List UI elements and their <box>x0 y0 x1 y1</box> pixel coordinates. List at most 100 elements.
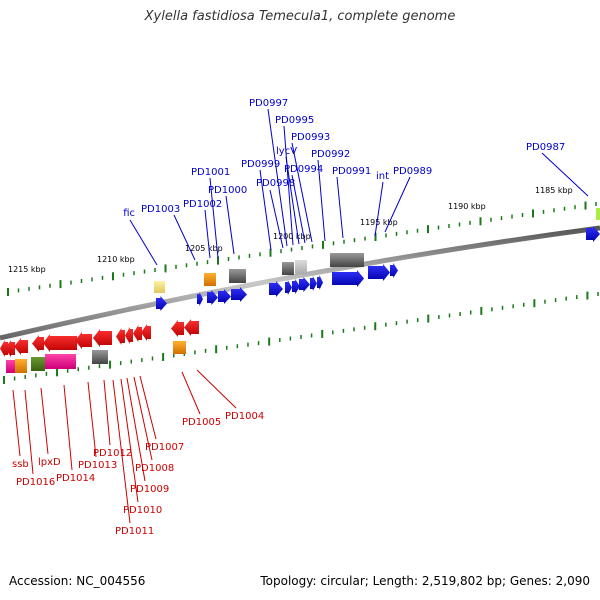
reverse-leader-line <box>63 384 73 471</box>
gene-block-orange <box>15 359 27 373</box>
gene-block-gray <box>229 269 246 283</box>
forward-leader-line <box>269 189 284 249</box>
forward-leader-line <box>259 169 272 251</box>
genome-backbone <box>0 225 600 341</box>
scale-label: 1195 kbp <box>360 218 398 227</box>
forward-gene-label: PD1000 <box>208 185 247 196</box>
forward-gene-label: PD0993 <box>291 132 330 143</box>
forward-leader-line <box>336 176 344 239</box>
forward-gene <box>310 276 317 291</box>
label-leaders <box>12 108 589 524</box>
scale-label: 1200 kbp <box>273 232 311 241</box>
forward-gene-label: PD0992 <box>311 149 350 160</box>
scale-label: 1190 kbp <box>448 202 486 211</box>
reverse-gene-label: lpxD <box>38 457 61 468</box>
gene-block-lightgray <box>295 260 307 274</box>
forward-leader-line <box>283 125 294 246</box>
forward-gene-label: PD0998 <box>256 178 295 189</box>
forward-leader-line <box>384 176 411 233</box>
reverse-leader-line <box>133 376 153 461</box>
forward-gene-label: PD1001 <box>191 167 230 178</box>
reverse-gene <box>141 324 151 341</box>
reverse-gene <box>171 320 184 337</box>
gene-block-orange <box>204 273 216 286</box>
reverse-gene <box>184 319 199 336</box>
gene-block-gray <box>330 253 364 267</box>
forward-gene-label: PD0999 <box>241 159 280 170</box>
forward-leader-line <box>285 156 300 245</box>
reverse-gene-label: PD1010 <box>123 505 162 516</box>
forward-leader-line <box>291 174 306 244</box>
forward-gene-label: PD0987 <box>526 142 565 153</box>
forward-gene <box>197 292 203 306</box>
accession-text: Accession: NC_004556 <box>9 574 146 588</box>
reverse-leader-line <box>112 379 131 524</box>
forward-gene <box>317 275 323 290</box>
reverse-leader-line <box>181 371 201 415</box>
genome-summary: Topology: circular; Length: 2,519,802 bp… <box>260 574 590 588</box>
reverse-gene <box>116 328 125 345</box>
forward-gene-label: PD0997 <box>249 98 288 109</box>
forward-leader-line <box>267 108 288 247</box>
forward-gene <box>586 226 600 242</box>
forward-leader-line <box>541 152 589 197</box>
gene-block-orange <box>173 341 186 354</box>
forward-gene <box>332 270 364 287</box>
forward-leader-line <box>317 159 326 242</box>
scale-label: 1185 kbp <box>535 186 573 195</box>
gene-block-yellow <box>154 281 165 293</box>
forward-gene-label: PD0989 <box>393 166 432 177</box>
reverse-gene-label: PD1011 <box>115 526 154 537</box>
reverse-gene-label: PD1007 <box>145 442 184 453</box>
forward-gene <box>156 296 167 311</box>
scale-label: 1210 kbp <box>97 255 135 264</box>
forward-gene-label: fic <box>123 208 135 219</box>
forward-gene <box>390 263 398 278</box>
forward-leader-line <box>209 177 219 259</box>
forward-gene-label: PD0994 <box>284 164 323 175</box>
reverse-leader-line <box>196 369 237 409</box>
scale-label: 1215 kbp <box>8 265 46 274</box>
gene-block-olive <box>31 357 45 371</box>
reverse-gene-label: PD1005 <box>182 417 221 428</box>
scale-label: 1205 kbp <box>185 244 223 253</box>
forward-leader-line <box>225 195 235 255</box>
forward-leader-line <box>129 219 158 266</box>
reverse-gene <box>133 325 142 342</box>
reverse-gene-label: PD1013 <box>78 460 117 471</box>
reverse-gene-label: PD1016 <box>16 477 55 488</box>
gene-labels: fic PD1003 PD1002 PD1001 PD1000 PD0999 PD0998 P… <box>12 98 565 537</box>
gene-block-gray <box>92 350 108 364</box>
forward-gene <box>285 280 292 295</box>
forward-gene <box>299 277 310 292</box>
forward-gene-label: PD1003 <box>141 204 180 215</box>
reverse-leader-line <box>87 381 97 458</box>
reverse-gene-label: PD1008 <box>135 463 174 474</box>
reverse-gene-label: PD1009 <box>130 484 169 495</box>
reverse-gene <box>32 335 44 352</box>
forward-gene-label: lycV <box>276 146 297 157</box>
reverse-gene-label: PD1004 <box>225 411 264 422</box>
reverse-gene <box>14 338 28 355</box>
gene-features <box>0 208 600 373</box>
reverse-leader-line <box>139 375 157 440</box>
reverse-leader-line <box>24 389 34 475</box>
forward-leader-line <box>173 214 196 261</box>
gene-block-gray <box>282 262 294 275</box>
reverse-gene <box>43 334 77 352</box>
gene-block-green <box>596 208 600 220</box>
reverse-leader-line <box>40 387 49 455</box>
map-title: Xylella fastidiosa Temecula1, complete g… <box>144 9 456 24</box>
reverse-leader-line <box>103 379 111 446</box>
reverse-gene <box>75 332 92 349</box>
gene-block-pink <box>6 360 15 373</box>
forward-leader-line <box>291 142 313 243</box>
reverse-gene-label: ssb <box>12 459 29 470</box>
forward-gene <box>292 279 300 294</box>
reverse-gene <box>0 340 8 357</box>
reverse-gene <box>5 340 15 357</box>
forward-gene <box>207 290 218 305</box>
reverse-leader-line <box>12 389 21 457</box>
gene-block-pink <box>45 354 76 369</box>
forward-leader-line <box>204 209 211 259</box>
